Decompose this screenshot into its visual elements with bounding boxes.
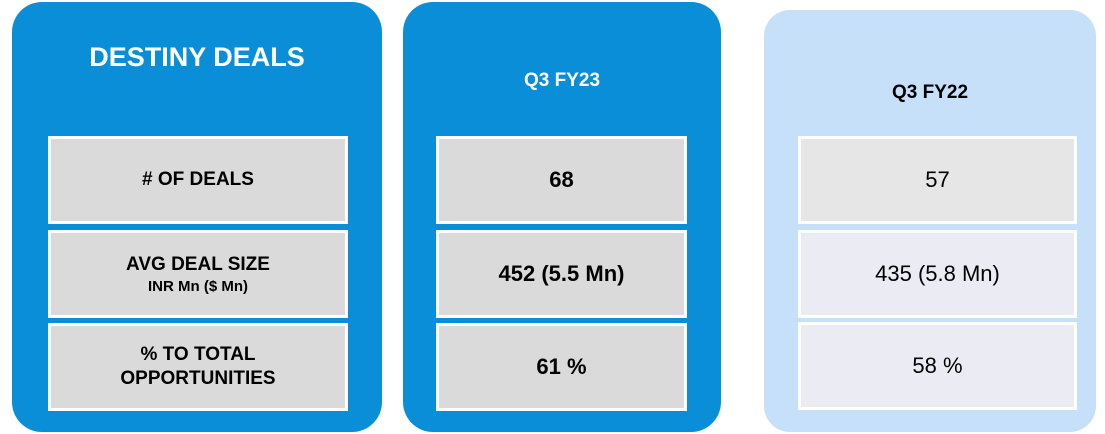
cell-text: 68 [549,167,574,193]
cell-text: % TO TOTAL OPPORTUNITIES [120,344,276,389]
cell-text: AVG DEAL SIZE [126,253,270,275]
cell: 58 % [798,322,1077,410]
cell-text: 452 (5.5 Mn) [498,261,625,287]
cell-subtext: INR Mn ($ Mn) [148,278,248,296]
cell-text: # OF DEALS [142,169,254,191]
cell-text: 435 (5.8 Mn) [875,261,1000,287]
column-header: Q3 FY23 [523,70,601,91]
cell: 435 (5.8 Mn) [798,230,1077,318]
column: Q3 FY22 57 435 (5.8 Mn) 58 % [764,10,1096,432]
column-header: Q3 FY22 [891,82,969,103]
cell: # OF DEALS [48,136,348,224]
cell: 61 % [436,323,687,411]
column: DESTINY DEALS # OF DEALS AVG DEAL SIZE INR … [12,2,382,432]
cell-text: 57 [925,167,950,193]
cell-text: 61 % [536,354,587,380]
cell: 452 (5.5 Mn) [436,230,687,318]
column: Q3 FY23 68 452 (5.5 Mn) 61 % [403,2,721,432]
column-header: DESTINY DEALS [89,42,305,72]
cell: 68 [436,136,687,224]
cell: 57 [798,136,1077,224]
cell-text: 58 % [912,353,963,379]
cell: % TO TOTAL OPPORTUNITIES [48,323,348,411]
cell: AVG DEAL SIZE INR Mn ($ Mn) [48,230,348,318]
